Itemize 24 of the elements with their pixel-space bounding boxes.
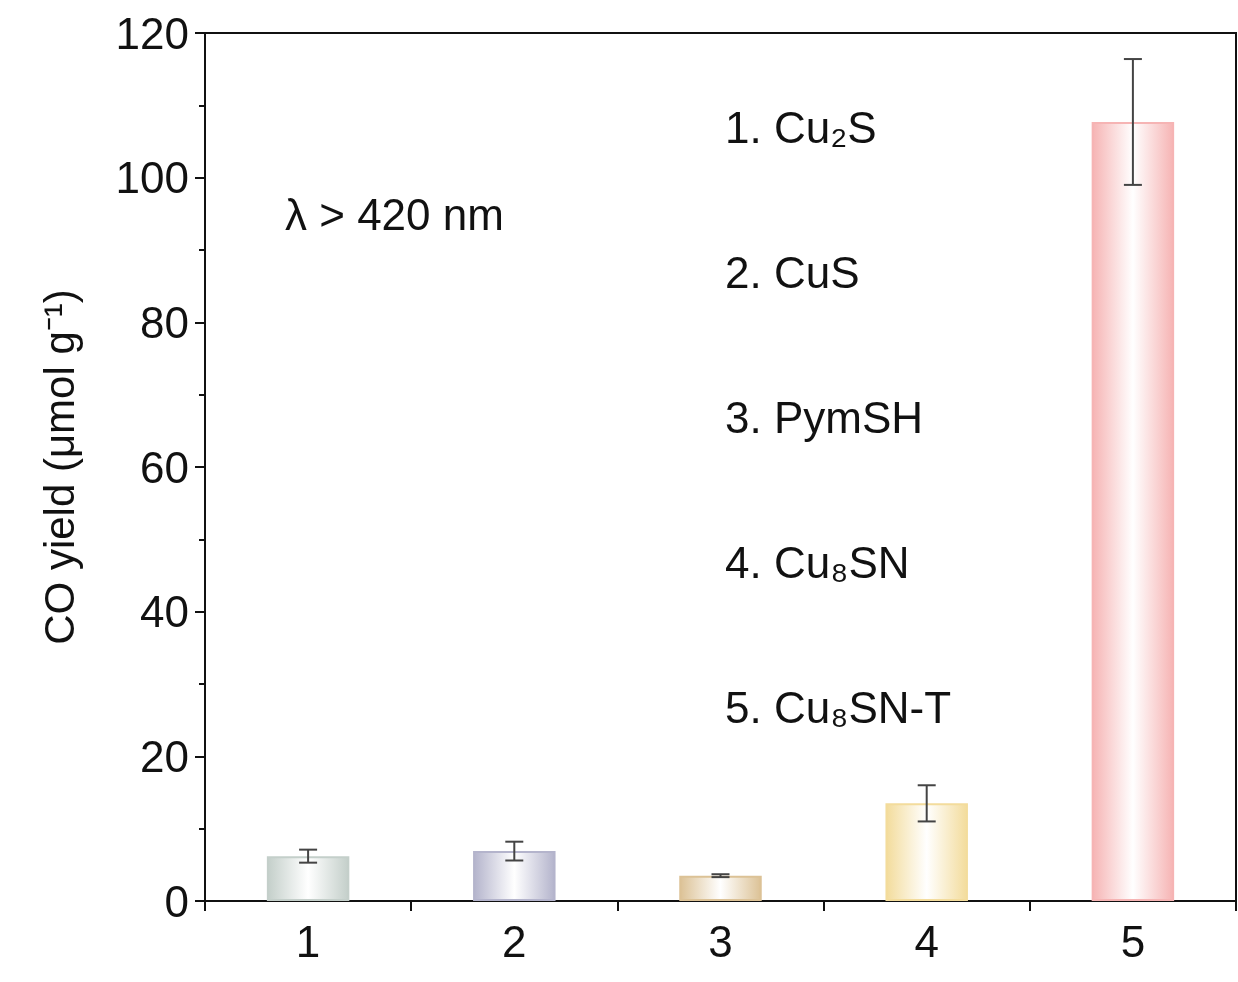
x-tick-label: 3	[708, 916, 733, 966]
x-tick-label: 2	[502, 916, 527, 966]
bar	[885, 803, 968, 901]
annotation: 2. CuS	[725, 247, 860, 297]
annotation: 3. PymSH	[725, 392, 924, 442]
x-tick-label: 1	[295, 916, 321, 966]
y-tick-label: 120	[115, 8, 189, 58]
y-tick-label: 40	[140, 587, 189, 637]
annotation: 1. Cu₂S	[725, 102, 877, 152]
x-tick-label: 4	[914, 916, 939, 966]
annotation: 4. Cu₈SN	[725, 537, 910, 587]
annotation: 5. Cu₈SN-T	[725, 682, 952, 732]
bar	[266, 856, 350, 901]
y-tick-label: 0	[164, 876, 189, 926]
bar	[473, 851, 556, 901]
y-tick-label: 100	[115, 153, 189, 203]
bar	[1091, 121, 1175, 901]
y-tick-label: 20	[140, 731, 189, 781]
x-tick-label: 5	[1120, 916, 1146, 966]
y-tick-label: 80	[140, 297, 189, 347]
bar	[679, 875, 762, 901]
y-axis-title: CO yield (μmol g⁻¹)	[35, 289, 83, 645]
annotation: λ > 420 nm	[285, 189, 504, 239]
y-tick-label: 60	[140, 442, 189, 492]
